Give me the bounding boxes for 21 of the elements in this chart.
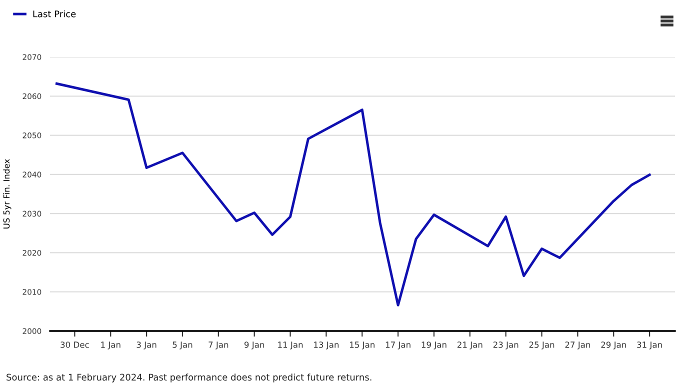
x-tick-label: 9 Jan <box>244 342 264 350</box>
x-tick-label: 15 Jan <box>350 342 374 350</box>
x-tick-label: 3 Jan <box>136 342 156 350</box>
x-tick-label: 19 Jan <box>422 342 446 350</box>
x-tick-label: 21 Jan <box>457 342 482 350</box>
x-tick-label: 7 Jan <box>208 342 228 350</box>
x-tick-label: 29 Jan <box>601 342 626 350</box>
legend-label: Last Price <box>33 10 76 18</box>
source-note: Source: as at 1 February 2024. Past performance does not predict future returns. <box>6 374 372 382</box>
x-tick-label: 25 Jan <box>529 342 554 350</box>
x-tick-label: 13 Jan <box>314 342 339 350</box>
y-axis-title: US 5yr Fin. Index <box>3 159 12 228</box>
x-tick-label: 11 Jan <box>278 342 303 350</box>
x-tick-label: 1 Jan <box>101 342 120 350</box>
x-tick-label: 31 Jan <box>637 342 662 350</box>
x-tick-label: 27 Jan <box>565 342 590 350</box>
line-series <box>55 82 651 306</box>
x-tick-label: 30 Dec <box>60 342 89 348</box>
x-tick-label: 5 Jan <box>172 342 192 350</box>
x-tick-label: 17 Jan <box>386 342 410 350</box>
x-tick-label: 23 Jan <box>493 342 518 350</box>
